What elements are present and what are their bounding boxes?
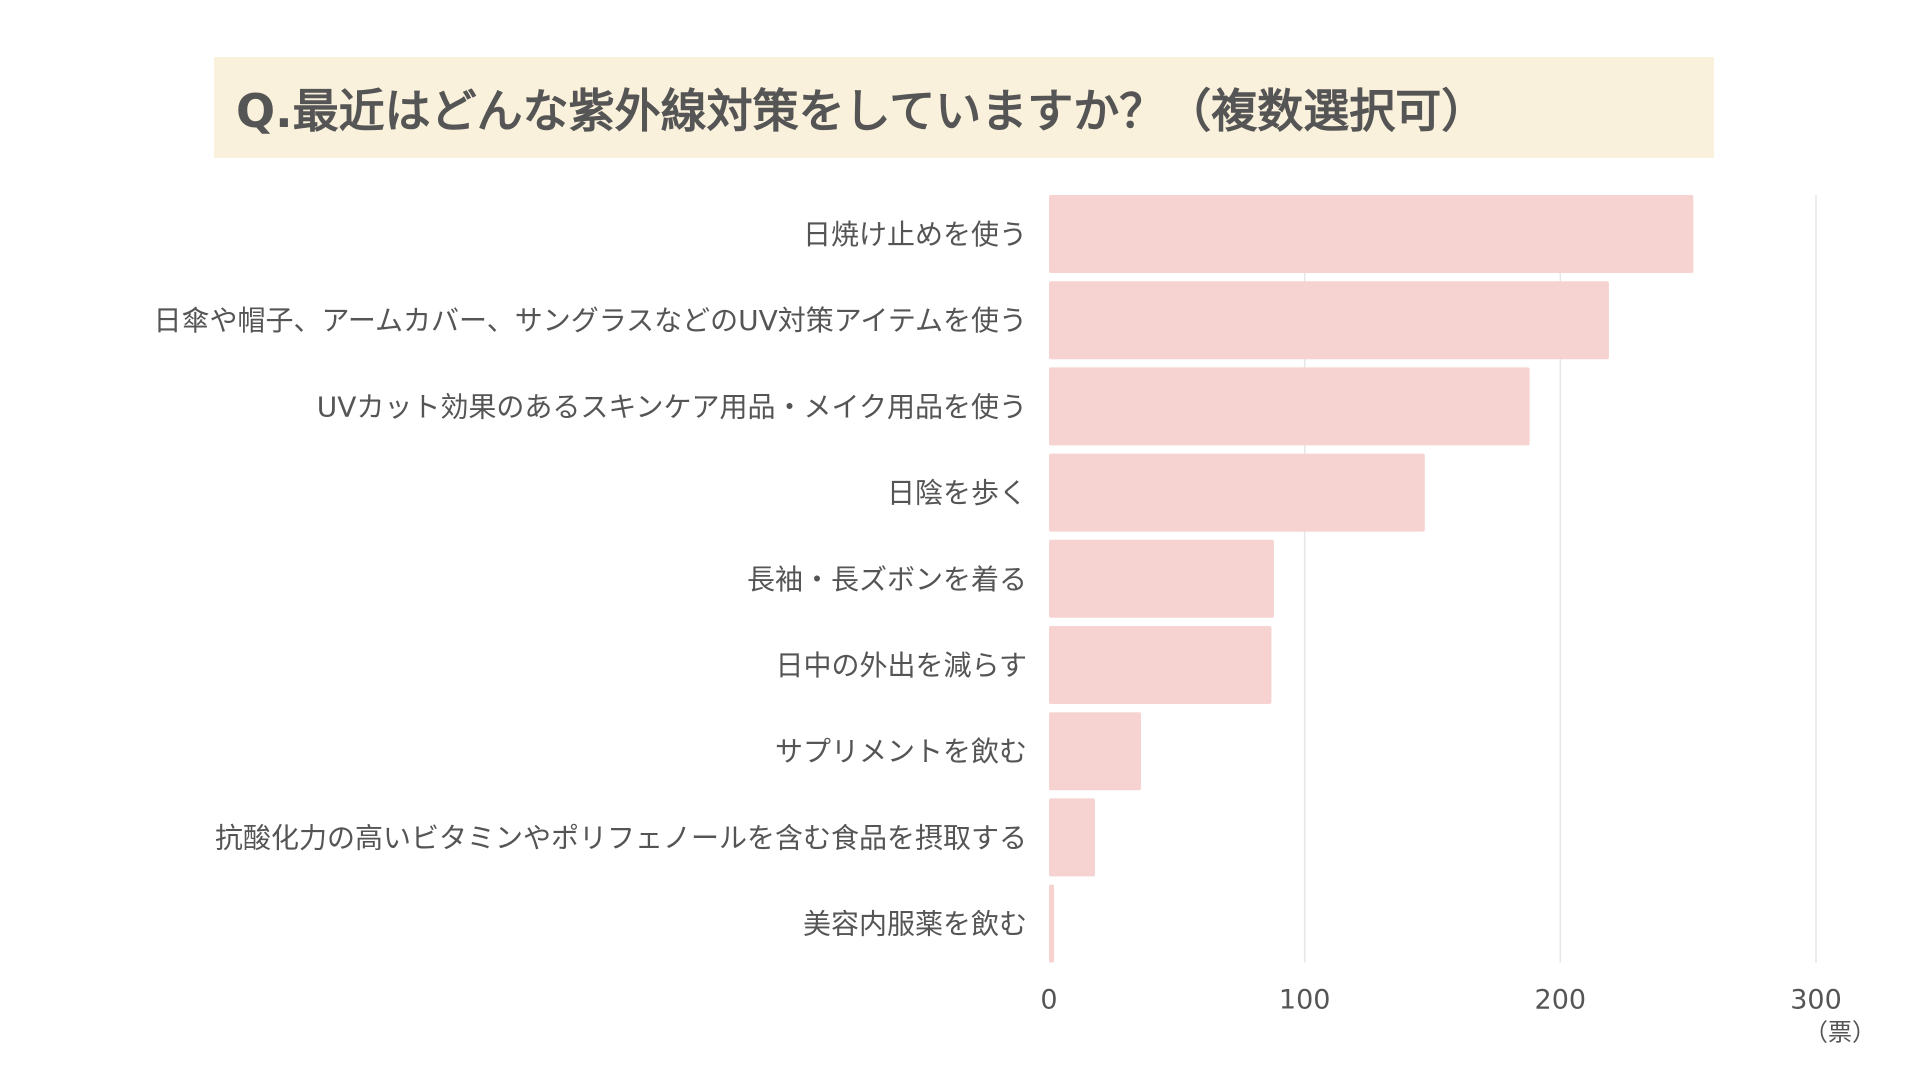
bar-8 (1049, 884, 1055, 963)
bar-4 (1049, 539, 1274, 618)
category-label-7: 抗酸化力の高いビタミンやポリフェノールを含む食品を摂取する (215, 821, 1027, 854)
category-label-8: 美容内服薬を飲む (803, 908, 1027, 941)
x-tick-label-300: 300 (1790, 985, 1842, 1016)
bar-5 (1049, 626, 1272, 704)
title-banner: Q.最近はどんな紫外線対策をしていますか？（複数選択可） (214, 57, 1714, 158)
bar-1 (1049, 281, 1609, 360)
category-label-2: UVカット効果のあるスキンケア用品・メイク用品を使う (317, 390, 1027, 423)
bar-0 (1049, 195, 1694, 273)
category-label-3: 日陰を歩く (887, 477, 1027, 510)
category-label-4: 長袖・長ズボンを着る (747, 563, 1027, 596)
x-tick-label-200: 200 (1535, 985, 1587, 1016)
category-label-1: 日傘や帽子、アームカバー、サングラスなどのUV対策アイテムを使う (154, 304, 1028, 337)
category-label-5: 日中の外出を減らす (776, 649, 1027, 682)
unit-label: （票） (1804, 1019, 1876, 1047)
bar-2 (1049, 367, 1530, 446)
x-tick-label-100: 100 (1279, 985, 1331, 1016)
category-label-0: 日焼け止めを使う (803, 218, 1027, 251)
bar-7 (1049, 798, 1096, 877)
bar-3 (1049, 453, 1425, 532)
category-label-6: サプリメントを飲む (775, 735, 1027, 768)
x-tick-label-0: 0 (1040, 985, 1057, 1016)
chart-title: Q.最近はどんな紫外線対策をしていますか？（複数選択可） (236, 83, 1488, 138)
bar-6 (1049, 712, 1142, 791)
